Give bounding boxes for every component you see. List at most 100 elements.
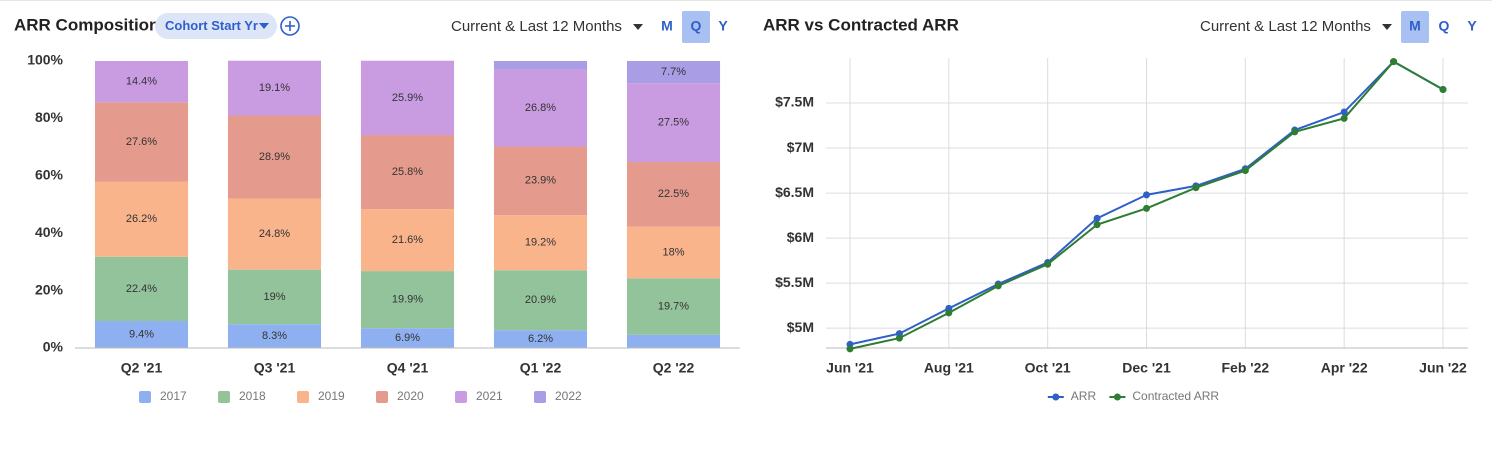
data-label: 27.6% <box>126 136 157 148</box>
chart-title: ARR vs Contracted ARR <box>763 15 959 34</box>
data-label: 26.8% <box>525 102 556 114</box>
period-caret[interactable] <box>633 24 643 30</box>
data-point <box>1340 114 1348 122</box>
legend-label[interactable]: 2020 <box>397 389 424 403</box>
granularity-button[interactable]: Y <box>1467 18 1477 34</box>
legend-swatch[interactable] <box>297 391 309 403</box>
bar-segment <box>227 60 322 116</box>
add-button-plus[interactable] <box>285 21 295 31</box>
filter-caret[interactable] <box>259 23 269 29</box>
data-label: 22.4% <box>126 283 157 295</box>
bar-segment <box>493 69 588 147</box>
granularity-button[interactable]: M <box>1409 18 1421 34</box>
bar-segment <box>626 83 721 163</box>
legend-swatch[interactable] <box>139 391 151 403</box>
data-point <box>846 345 854 353</box>
data-point <box>1291 128 1299 136</box>
legend-label[interactable]: 2017 <box>160 389 187 403</box>
legend-marker[interactable] <box>1052 393 1060 401</box>
bar-segment <box>227 324 322 348</box>
data-label: 19% <box>263 291 285 303</box>
bar-segment <box>360 60 455 136</box>
data-label: 6.2% <box>528 333 553 345</box>
y-tick-label: 40% <box>35 224 64 240</box>
x-tick-label: Jun '22 <box>1419 360 1467 376</box>
period-caret[interactable] <box>1382 24 1392 30</box>
data-label: 26.2% <box>126 213 157 225</box>
y-tick-label: $7.5M <box>775 94 814 110</box>
data-point <box>1390 58 1398 66</box>
y-tick-label: 60% <box>35 167 64 183</box>
bar-segment <box>493 270 588 331</box>
filter-label[interactable]: Cohort Start Yr <box>165 18 258 33</box>
add-button[interactable] <box>280 16 300 36</box>
data-label: 14.4% <box>126 76 157 88</box>
x-tick-label: Oct '21 <box>1025 360 1071 376</box>
granularity-button[interactable]: Y <box>718 18 728 34</box>
y-tick-label: $5.5M <box>775 274 814 290</box>
data-label: 21.6% <box>392 234 423 246</box>
bar-segment <box>493 330 588 348</box>
x-tick-label: Jun '21 <box>826 360 874 376</box>
data-label: 20.9% <box>525 294 556 306</box>
granularity-active[interactable] <box>682 11 710 43</box>
bar-segment <box>94 181 189 257</box>
data-label: 19.9% <box>392 294 423 306</box>
data-label: 27.5% <box>658 116 689 128</box>
data-point <box>1093 214 1101 222</box>
bar-segment <box>227 198 322 270</box>
y-tick-label: 20% <box>35 281 64 297</box>
data-point <box>895 334 903 342</box>
legend-label[interactable]: 2018 <box>239 389 266 403</box>
y-tick-label: $5M <box>787 319 814 335</box>
period-dropdown[interactable]: Current & Last 12 Months <box>1200 18 1371 35</box>
legend-marker[interactable] <box>1113 393 1121 401</box>
legend-swatch[interactable] <box>218 391 230 403</box>
granularity-button[interactable]: Q <box>691 18 702 34</box>
data-point <box>1192 184 1200 192</box>
bar-segment <box>626 278 721 335</box>
y-tick-label: $6M <box>787 229 814 245</box>
filter-pill[interactable] <box>155 13 277 39</box>
granularity-button[interactable]: M <box>661 18 673 34</box>
bar-segment <box>626 162 721 227</box>
bar-segment <box>360 135 455 210</box>
period-dropdown[interactable]: Current & Last 12 Months <box>451 18 622 35</box>
legend-swatch[interactable] <box>376 391 388 403</box>
legend-swatch[interactable] <box>534 391 546 403</box>
legend-swatch[interactable] <box>455 391 467 403</box>
data-label: 8.3% <box>262 330 287 342</box>
chart-title: ARR Composition <box>14 15 159 34</box>
y-tick-label: $7M <box>787 139 814 155</box>
legend-label[interactable]: 2022 <box>555 389 582 403</box>
x-tick-label: Q4 '21 <box>387 360 429 376</box>
bar-segment <box>94 321 189 348</box>
y-tick-label: $6.5M <box>775 184 814 200</box>
data-point <box>1439 86 1447 94</box>
bar-segment <box>94 61 189 103</box>
y-tick-label: 100% <box>27 52 63 68</box>
legend-label[interactable]: Contracted ARR <box>1132 389 1219 403</box>
bar-segment <box>227 269 322 325</box>
legend-label[interactable]: ARR <box>1071 389 1097 403</box>
bar-segment <box>360 328 455 348</box>
bar-segment <box>227 115 322 199</box>
data-label: 18% <box>662 246 684 258</box>
x-tick-label: Q2 '22 <box>653 360 695 376</box>
data-label: 22.5% <box>658 188 689 200</box>
data-point <box>945 309 953 317</box>
data-label: 24.8% <box>259 228 290 240</box>
data-label: 19.1% <box>259 82 290 94</box>
granularity-active[interactable] <box>1401 11 1429 43</box>
bar-segment <box>626 334 721 348</box>
data-point <box>1340 108 1348 116</box>
data-point <box>1143 204 1150 212</box>
x-tick-label: Dec '21 <box>1122 360 1171 376</box>
legend-label[interactable]: 2021 <box>476 389 503 403</box>
granularity-button[interactable]: Q <box>1439 18 1450 34</box>
x-tick-label: Feb '22 <box>1221 360 1269 376</box>
x-tick-label: Q1 '22 <box>520 360 562 376</box>
bar-segment <box>626 61 721 84</box>
legend-label[interactable]: 2019 <box>318 389 345 403</box>
